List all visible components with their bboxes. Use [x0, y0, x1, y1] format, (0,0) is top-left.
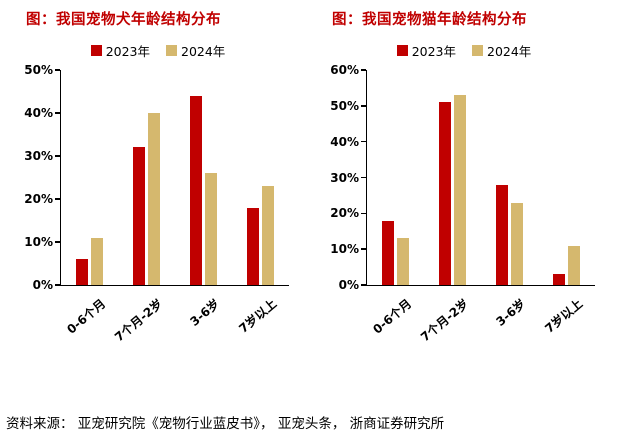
y-axis-tick-mark [55, 69, 60, 71]
bar-2024年-3-6岁 [205, 173, 217, 285]
bar-2024年-0-6个月 [397, 238, 409, 285]
y-axis-tick-mark [361, 105, 366, 107]
y-axis-tick-mark [361, 284, 366, 286]
y-axis-tick-label: 0% [338, 278, 359, 292]
legend-label-2023: 2023年 [411, 44, 456, 59]
y-axis-tick-label: 50% [24, 63, 53, 77]
legend-swatch-2024-icon [472, 45, 483, 56]
legend-swatch-2023-icon [90, 45, 102, 56]
y-axis-tick-label: 0% [32, 278, 53, 292]
legend-swatch-2023-icon [396, 45, 408, 56]
y-axis-tick-label: 30% [24, 149, 53, 163]
bar-2023年-7个月-2岁 [439, 102, 451, 285]
bar-2024年-7个月-2岁 [454, 95, 466, 285]
legend: 2023年 2024年 [314, 41, 614, 60]
legend-item-2024: 2024年 [166, 41, 225, 60]
y-axis-tick-mark [361, 176, 366, 179]
plot-area: 0% 10% 20% 30% 40% 50% 60% 0-6个月 7个月-2岁 3-6岁 7岁以上 [330, 63, 595, 344]
y-axis-tick-mark [361, 69, 366, 71]
y-axis-tick-mark [55, 112, 60, 114]
bar-2023年-7岁以上 [247, 207, 259, 285]
y-axis-tick-mark [361, 212, 366, 215]
chart-title: 图：我国宠物猫年龄结构分布 [332, 12, 527, 28]
legend-label-2023: 2023年 [105, 44, 150, 59]
y-axis-tick-mark [55, 284, 60, 286]
y-axis-tick-label: 40% [330, 134, 359, 149]
bar-2024年-7个月-2岁 [148, 113, 160, 285]
y-axis-tick-mark [55, 155, 60, 157]
y-axis-tick-label: 10% [24, 235, 53, 249]
y-axis-tick-label: 60% [330, 63, 359, 77]
bar-2024年-0-6个月 [91, 237, 103, 285]
source-note: 资料来源： 亚宠研究院《宠物行业蓝皮书》， 亚宠头条， 浙商证券研究所 [6, 416, 445, 432]
legend-label-2024: 2024年 [487, 44, 532, 59]
bar-2024年-3-6岁 [511, 202, 523, 285]
y-axis-tick-label: 20% [24, 192, 53, 206]
bar-2023年-3-6岁 [190, 95, 202, 285]
y-axis-tick-label: 30% [330, 170, 359, 185]
y-axis-tick-mark [55, 198, 60, 200]
y-axis-tick-label: 20% [330, 206, 359, 221]
dog-age-structure-chart: 图：我国宠物犬年龄结构分布 2023年 2024年 0% 10% 20% 30% 40%… [8, 8, 308, 388]
y-axis-tick-mark [361, 248, 366, 250]
y-axis-tick-label: 40% [24, 106, 53, 120]
legend-item-2023: 2023年 [90, 41, 150, 60]
cat-age-structure-chart: 图：我国宠物猫年龄结构分布 2023年 2024年 0% 10% 20% 30% 40%… [314, 8, 614, 388]
y-axis-tick-label: 10% [330, 242, 359, 257]
bar-2023年-7个月-2岁 [133, 147, 145, 285]
bar-2023年-0-6个月 [76, 259, 88, 285]
legend-item-2023: 2023年 [396, 41, 456, 60]
legend-swatch-2024-icon [166, 45, 177, 56]
y-axis-tick-mark [361, 140, 366, 143]
bar-2023年-3-6岁 [496, 184, 508, 285]
bar-2024年-7岁以上 [568, 245, 580, 285]
plot-area: 0% 10% 20% 30% 40% 50% 0-6个月 7个月-2岁 3-6岁 7岁以上 [24, 63, 289, 344]
legend-item-2024: 2024年 [472, 41, 531, 60]
chart-title: 图：我国宠物犬年龄结构分布 [26, 12, 221, 28]
legend: 2023年 2024年 [8, 41, 308, 60]
y-axis-tick-label: 50% [330, 98, 359, 113]
y-axis-tick-mark [55, 241, 60, 243]
legend-label-2024: 2024年 [181, 44, 226, 59]
bar-2023年-7岁以上 [553, 274, 565, 285]
bar-2024年-7岁以上 [262, 186, 274, 285]
bar-2023年-0-6个月 [382, 220, 394, 285]
